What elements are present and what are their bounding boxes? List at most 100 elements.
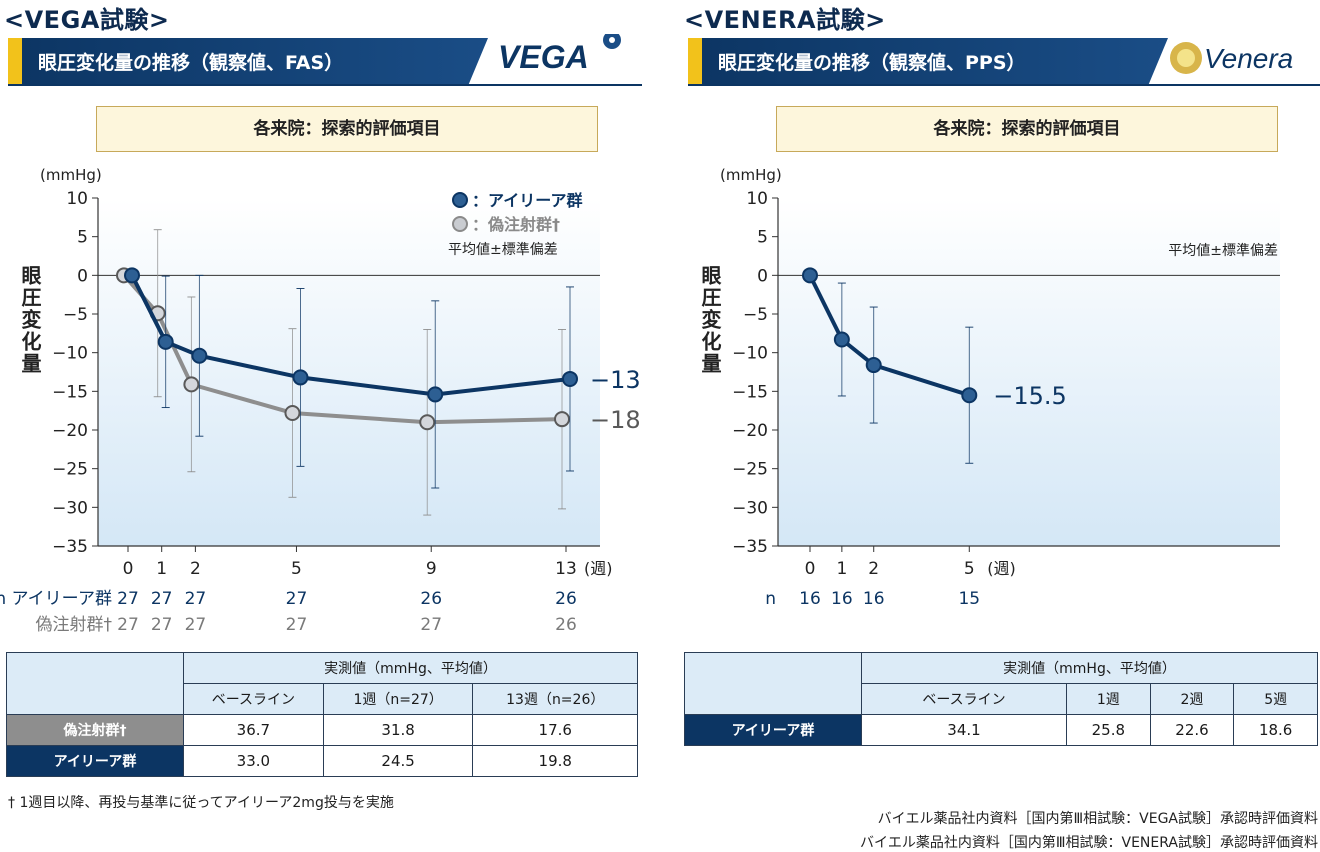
legend-note: 平均値±標準偏差 xyxy=(448,242,558,258)
table-cell: 19.8 xyxy=(472,745,638,777)
y-tick-label: 5 xyxy=(77,228,88,248)
table-row: 偽注射群† 36.7 31.8 17.6 xyxy=(6,714,638,746)
data-point xyxy=(419,414,436,431)
n-value: 27 xyxy=(185,615,207,635)
banner-bar: 眼圧変化量の推移（観察値、PPS） xyxy=(688,38,1168,84)
table-cell: 36.7 xyxy=(183,714,324,746)
table-column-header: 2週 xyxy=(1149,683,1235,715)
n-value: 27 xyxy=(420,615,442,635)
banner-underline xyxy=(688,84,1320,86)
table-column-header: 1週 xyxy=(1066,683,1151,715)
x-tick-label: 2 xyxy=(868,559,879,579)
svg-text:Venera: Venera xyxy=(1204,43,1293,74)
x-tick-label: 2 xyxy=(190,559,201,579)
table-cell: 34.1 xyxy=(861,714,1067,746)
n-value: 16 xyxy=(831,589,853,609)
banner-title: 眼圧変化量の推移（観察値、PPS） xyxy=(718,52,1026,74)
y-tick-label: −10 xyxy=(52,344,88,364)
data-point xyxy=(865,357,882,374)
n-value: 27 xyxy=(286,589,308,609)
venera-logo: Venera xyxy=(1170,42,1293,74)
n-value: 27 xyxy=(117,615,139,635)
n-row-label: 偽注射群† xyxy=(36,615,113,635)
y-tick-label: −5 xyxy=(743,305,768,325)
n-value: 27 xyxy=(185,589,207,609)
x-tick-label: 13 xyxy=(555,559,577,579)
n-value: 26 xyxy=(555,589,577,609)
section-banner: 眼圧変化量の推移（観察値、PPS） Venera xyxy=(688,38,1320,86)
table-cell: 31.8 xyxy=(322,714,474,746)
end-value-label: −18.6 xyxy=(590,406,640,434)
venera-measured-table: 実測値（mmHg、平均値） ベースライン 1週 2週 5週 アイリーア群 34.1 25.8 2… xyxy=(684,652,1318,746)
x-tick-label: 0 xyxy=(805,559,816,579)
vega-measured-table: 実測値（mmHg、平均値） ベースライン 1週（n=27） 13週（n=26） 偽注射群… xyxy=(6,652,638,777)
series-line xyxy=(130,274,571,397)
trial-title: <VEGA試験> xyxy=(4,6,170,34)
table-group-header: 実測値（mmHg、平均値） xyxy=(861,652,1318,684)
table-column-header: ベースライン xyxy=(183,683,324,715)
x-tick-label: 5 xyxy=(291,559,302,579)
x-tick-label: 5 xyxy=(964,559,975,579)
table-cell: 33.0 xyxy=(183,745,324,777)
y-axis-label: 眼圧変化量 xyxy=(698,265,722,375)
trial-title: <VENERA試験> xyxy=(684,6,886,34)
n-value: 26 xyxy=(420,589,442,609)
n-row-label: n アイリーア群 xyxy=(0,589,112,609)
vega-panel: <VEGA試験> 眼圧変化量の推移（観察値、FAS） VEGA 各来院：探索的評… xyxy=(0,0,642,852)
venera-panel: <VENERA試験> 眼圧変化量の推移（観察値、PPS） Venera 各来院：… xyxy=(680,0,1320,852)
n-value: 27 xyxy=(151,589,173,609)
n-value: 27 xyxy=(151,615,173,635)
y-tick-label: −35 xyxy=(52,537,88,557)
x-tick-label: 1 xyxy=(836,559,847,579)
data-point xyxy=(554,411,570,428)
n-row-label: n xyxy=(765,589,776,609)
table-cell: 18.6 xyxy=(1233,714,1318,746)
y-tick-label: −30 xyxy=(52,498,88,518)
end-value-label: −13.4 xyxy=(590,366,640,394)
row-label: 偽注射群† xyxy=(6,714,184,746)
vega-logo: VEGA xyxy=(498,34,621,75)
y-unit-label: (mmHg) xyxy=(40,166,102,184)
endpoint-note: 各来院：探索的評価項目 xyxy=(96,106,598,152)
n-value: 27 xyxy=(117,589,139,609)
y-tick-label: −20 xyxy=(52,421,88,441)
data-point xyxy=(833,331,850,348)
legend-marker xyxy=(452,216,468,232)
y-tick-label: 5 xyxy=(757,228,768,248)
table-cell: 24.5 xyxy=(322,745,474,777)
table-column-header: ベースライン xyxy=(861,683,1067,715)
table-column-header: 5週 xyxy=(1233,683,1318,715)
table-cell: 17.6 xyxy=(472,714,638,746)
legend-label: ：偽注射群† xyxy=(472,215,560,234)
svg-text:VEGA: VEGA xyxy=(498,39,589,75)
y-tick-label: −15 xyxy=(52,382,88,402)
x-tick-label: 0 xyxy=(123,559,134,579)
table-column-header: 13週（n=26） xyxy=(472,683,638,715)
legend-label: ：アイリーア群 xyxy=(472,191,583,210)
table-column-header: 1週（n=27） xyxy=(322,683,474,715)
data-point xyxy=(191,347,208,364)
table-corner xyxy=(684,652,862,715)
banner-bar: 眼圧変化量の推移（観察値、FAS） xyxy=(8,38,488,84)
plot-area xyxy=(98,198,600,546)
y-tick-label: −30 xyxy=(732,498,768,518)
y-tick-label: −10 xyxy=(732,344,768,364)
n-value: 27 xyxy=(286,615,308,635)
n-value: 16 xyxy=(863,589,885,609)
data-point xyxy=(284,404,301,421)
banner-title: 眼圧変化量の推移（観察値、FAS） xyxy=(38,52,344,74)
table-corner xyxy=(6,652,184,715)
y-tick-label: −5 xyxy=(63,305,88,325)
data-point xyxy=(157,333,174,350)
data-point xyxy=(427,386,444,403)
banner-underline xyxy=(8,84,642,86)
end-value-label: −15.5 xyxy=(993,382,1067,410)
row-label: アイリーア群 xyxy=(6,745,184,777)
y-tick-label: 10 xyxy=(746,189,768,209)
x-tick-label: 1 xyxy=(156,559,167,579)
table-group-header: 実測値（mmHg、平均値） xyxy=(183,652,638,684)
y-tick-label: 0 xyxy=(757,266,768,286)
y-tick-label: −25 xyxy=(52,460,88,480)
y-tick-label: 10 xyxy=(66,189,88,209)
